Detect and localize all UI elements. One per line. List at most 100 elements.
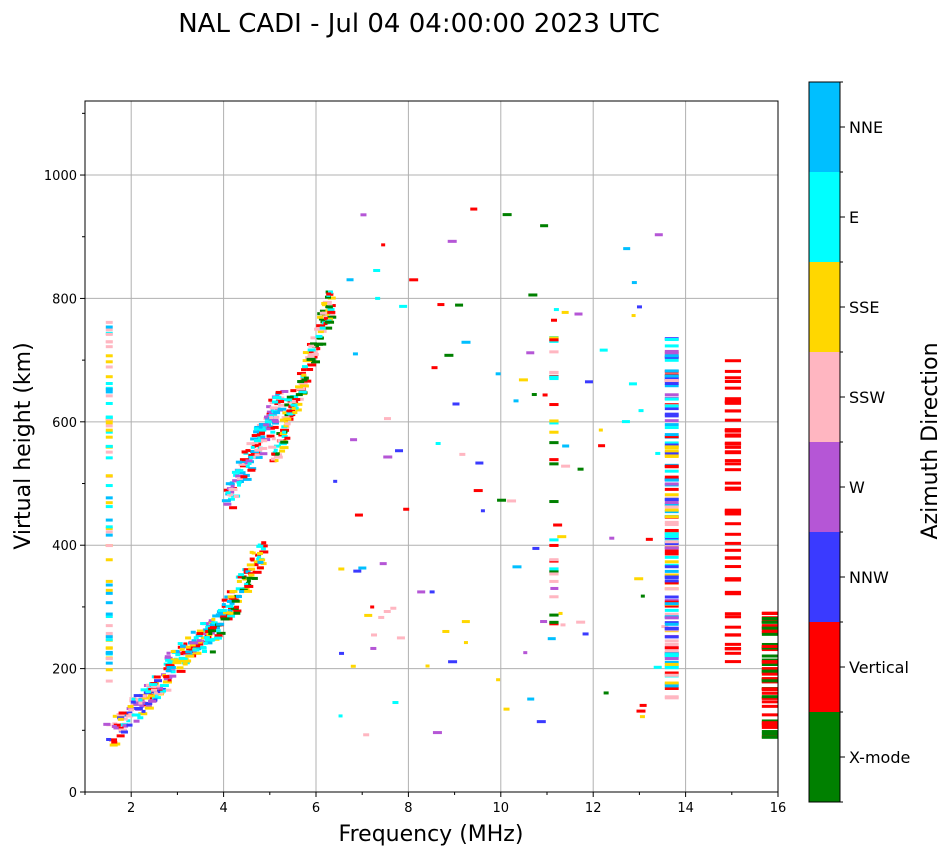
echo-point (363, 733, 370, 737)
echo-point (724, 450, 742, 454)
echo-point (549, 441, 559, 445)
echo-point (761, 713, 778, 717)
echo-point (219, 615, 228, 619)
echo-point (664, 419, 679, 423)
echo-point (248, 573, 255, 577)
echo-point (153, 691, 158, 695)
echo-point (295, 402, 303, 406)
echo-point (664, 540, 679, 544)
echo-point (241, 460, 246, 464)
echo-point (273, 411, 281, 415)
echo-point (432, 731, 442, 735)
echo-point (338, 714, 343, 718)
echo-point (664, 379, 679, 383)
echo-point (303, 376, 309, 380)
echo-point (268, 445, 277, 449)
echo-point (250, 445, 255, 449)
echo-point (574, 312, 583, 316)
echo-point (664, 374, 679, 378)
echo-point (761, 672, 778, 676)
echo-point (274, 396, 282, 400)
echo-point (724, 522, 742, 526)
echo-point (664, 384, 679, 388)
echo-point (216, 631, 226, 635)
echo-point (724, 532, 742, 536)
echo-point (724, 462, 742, 466)
colorbar-label: Vertical (849, 658, 909, 677)
echo-point (553, 523, 563, 527)
echo-point (105, 394, 113, 398)
echo-point (105, 417, 113, 421)
echo-point (255, 455, 263, 459)
echo-point (297, 380, 305, 384)
echo-point (255, 553, 262, 557)
echo-point (236, 579, 242, 583)
echo-point (112, 714, 122, 718)
echo-point (133, 706, 143, 710)
echo-point (761, 735, 778, 739)
echo-point (157, 689, 167, 693)
echo-point (111, 724, 117, 728)
echo-point (196, 629, 206, 633)
echo-point (551, 318, 558, 322)
echo-point (664, 575, 679, 579)
echo-point (249, 550, 254, 554)
colorbar-segment (809, 172, 840, 262)
echo-point (211, 621, 218, 625)
echo-point (664, 505, 679, 509)
echo-point (724, 409, 742, 413)
y-tick-label: 1000 (44, 169, 77, 184)
colorbar-segment (809, 532, 840, 622)
echo-point (664, 579, 679, 583)
chart-title: NAL CADI - Jul 04 04:00:00 2023 UTC (178, 9, 660, 39)
echo-point (724, 433, 742, 437)
echo-point (429, 590, 435, 594)
echo-point (724, 647, 742, 651)
echo-point (105, 601, 113, 605)
echo-point (379, 562, 387, 566)
echo-point (513, 399, 519, 403)
echo-point (298, 381, 308, 385)
echo-point (724, 548, 742, 552)
echo-point (225, 482, 234, 486)
echo-point (165, 688, 172, 692)
echo-point (645, 537, 653, 541)
echo-point (236, 477, 243, 481)
echo-point (761, 660, 778, 664)
echo-point (260, 435, 266, 439)
echo-point (724, 459, 742, 463)
echo-point (256, 566, 264, 570)
echo-point (292, 410, 298, 414)
echo-point (324, 295, 331, 299)
echo-point (298, 390, 307, 394)
echo-point (609, 536, 615, 540)
echo-point (141, 709, 146, 713)
echo-point (502, 213, 512, 217)
echo-point (353, 569, 362, 573)
echo-point (528, 293, 538, 297)
echo-point (325, 320, 335, 324)
echo-point (126, 719, 131, 723)
echo-point (507, 499, 517, 503)
echo-point (167, 678, 172, 682)
echo-point (328, 290, 334, 294)
echo-point (549, 350, 559, 354)
echo-point (761, 611, 778, 615)
echo-point (225, 491, 231, 495)
echo-point (321, 301, 328, 305)
echo-point (639, 715, 645, 719)
echo-point (621, 420, 630, 424)
echo-point (664, 464, 679, 468)
echo-point (560, 623, 566, 627)
echo-point (116, 713, 125, 717)
echo-point (105, 624, 113, 628)
echo-point (109, 738, 118, 742)
echo-point (266, 426, 275, 430)
echo-point (664, 569, 679, 573)
echo-point (480, 509, 485, 513)
echo-point (724, 359, 742, 363)
echo-point (269, 406, 278, 410)
echo-point (244, 589, 253, 593)
echo-point (584, 380, 593, 384)
echo-point (281, 435, 288, 439)
